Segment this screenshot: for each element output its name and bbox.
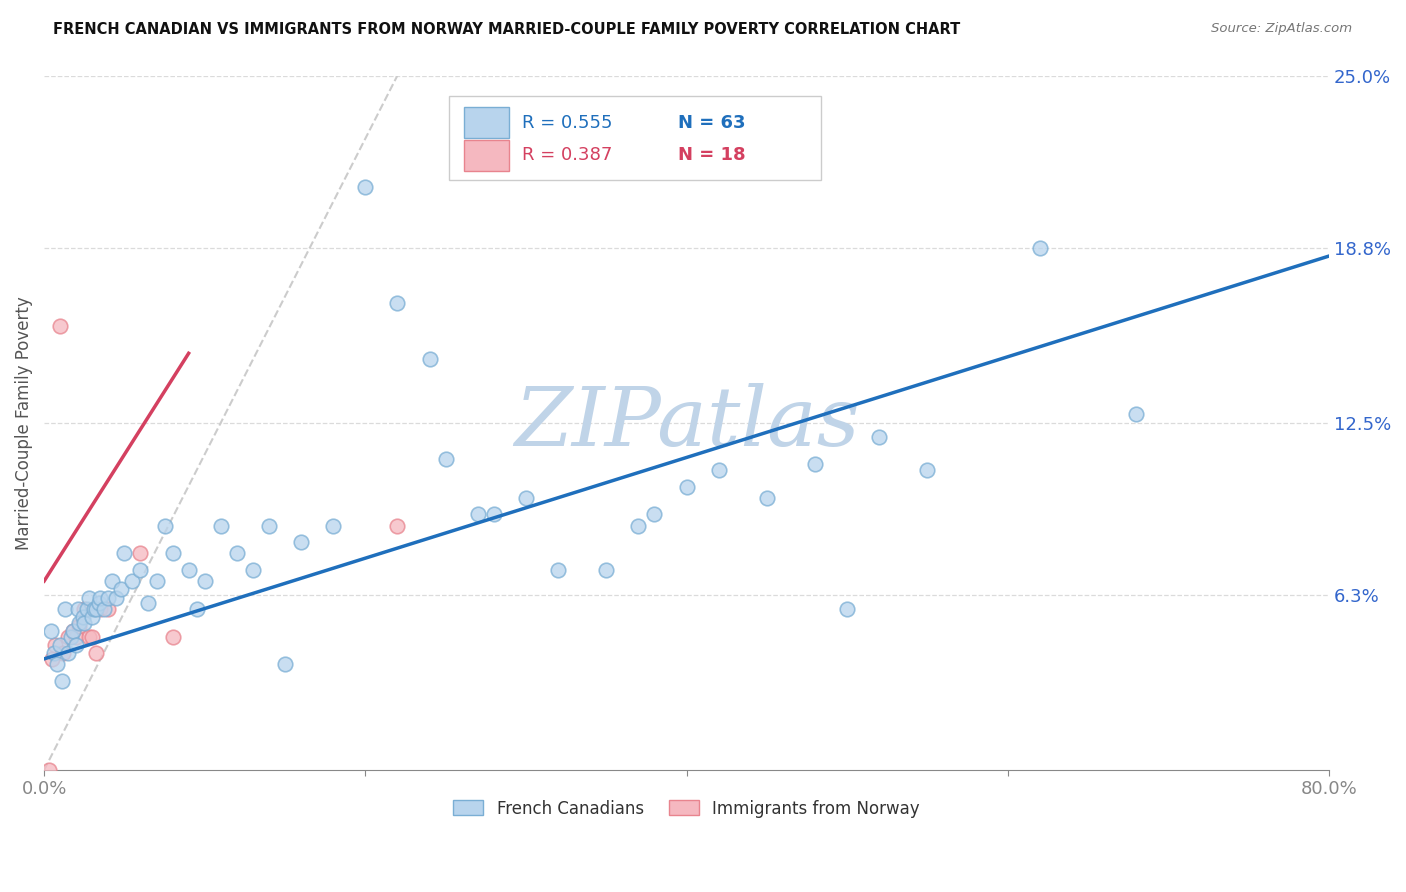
Text: N = 63: N = 63: [678, 114, 745, 132]
Point: [482, 508, 505, 522]
Point: [1029, 241, 1052, 255]
Point: [257, 518, 280, 533]
Point: [194, 574, 217, 588]
Point: [77, 630, 100, 644]
Point: [58, 646, 80, 660]
Point: [41, 652, 63, 666]
Point: [835, 602, 858, 616]
Point: [46, 657, 69, 672]
Point: [434, 451, 457, 466]
Point: [643, 508, 665, 522]
Point: [58, 630, 80, 644]
Text: R = 0.387: R = 0.387: [522, 146, 613, 164]
Point: [105, 591, 128, 605]
Point: [177, 563, 200, 577]
Point: [153, 518, 176, 533]
Point: [82, 630, 104, 644]
Point: [804, 458, 827, 472]
Point: [129, 563, 152, 577]
Legend: French Canadians, Immigrants from Norway: French Canadians, Immigrants from Norway: [447, 793, 927, 824]
Point: [225, 546, 247, 560]
Point: [69, 618, 91, 632]
Point: [53, 602, 76, 616]
Point: [145, 574, 167, 588]
Point: [49, 318, 72, 333]
Point: [77, 591, 100, 605]
Point: [72, 610, 94, 624]
Text: R = 0.555: R = 0.555: [522, 114, 613, 132]
Point: [65, 638, 87, 652]
Point: [62, 624, 84, 639]
Point: [322, 518, 344, 533]
Bar: [464, 140, 509, 171]
Point: [39, 624, 62, 639]
Point: [84, 602, 107, 616]
Point: [97, 591, 120, 605]
Text: FRENCH CANADIAN VS IMMIGRANTS FROM NORWAY MARRIED-COUPLE FAMILY POVERTY CORRELAT: FRENCH CANADIAN VS IMMIGRANTS FROM NORWA…: [53, 22, 960, 37]
Point: [65, 630, 87, 644]
Point: [69, 615, 91, 630]
Point: [1125, 408, 1147, 422]
Point: [595, 563, 617, 577]
Point: [73, 602, 96, 616]
Point: [51, 674, 73, 689]
Point: [49, 638, 72, 652]
Point: [83, 602, 105, 616]
Point: [100, 574, 122, 588]
Point: [62, 624, 84, 639]
Point: [73, 615, 96, 630]
Point: [60, 630, 83, 644]
Point: [112, 546, 135, 560]
Point: [82, 610, 104, 624]
Point: [354, 179, 377, 194]
Y-axis label: Married-Couple Family Poverty: Married-Couple Family Poverty: [15, 296, 32, 549]
Point: [209, 518, 232, 533]
Point: [515, 491, 537, 505]
Point: [547, 563, 569, 577]
Point: [162, 546, 184, 560]
Point: [66, 602, 89, 616]
Point: [42, 646, 65, 660]
Point: [93, 602, 115, 616]
Point: [129, 546, 152, 560]
Point: [675, 480, 697, 494]
Point: [84, 646, 107, 660]
Point: [121, 574, 143, 588]
Point: [627, 518, 650, 533]
Point: [707, 463, 730, 477]
Point: [274, 657, 297, 672]
Point: [162, 630, 184, 644]
Text: Source: ZipAtlas.com: Source: ZipAtlas.com: [1212, 22, 1353, 36]
Point: [186, 602, 208, 616]
Point: [290, 535, 312, 549]
Point: [868, 430, 890, 444]
Point: [97, 602, 120, 616]
Point: [110, 582, 132, 597]
Point: [242, 563, 264, 577]
Text: N = 18: N = 18: [678, 146, 745, 164]
Point: [138, 596, 160, 610]
Point: [387, 518, 409, 533]
Point: [387, 296, 409, 310]
Point: [89, 602, 111, 616]
Bar: [464, 107, 509, 138]
Point: [467, 508, 489, 522]
Point: [52, 646, 75, 660]
Point: [87, 596, 110, 610]
Point: [38, 763, 60, 777]
Point: [755, 491, 778, 505]
Point: [76, 602, 98, 616]
Point: [89, 591, 111, 605]
Point: [917, 463, 939, 477]
Point: [44, 638, 66, 652]
Text: ZIPatlas: ZIPatlas: [513, 383, 859, 463]
Point: [419, 351, 441, 366]
FancyBboxPatch shape: [449, 96, 821, 179]
